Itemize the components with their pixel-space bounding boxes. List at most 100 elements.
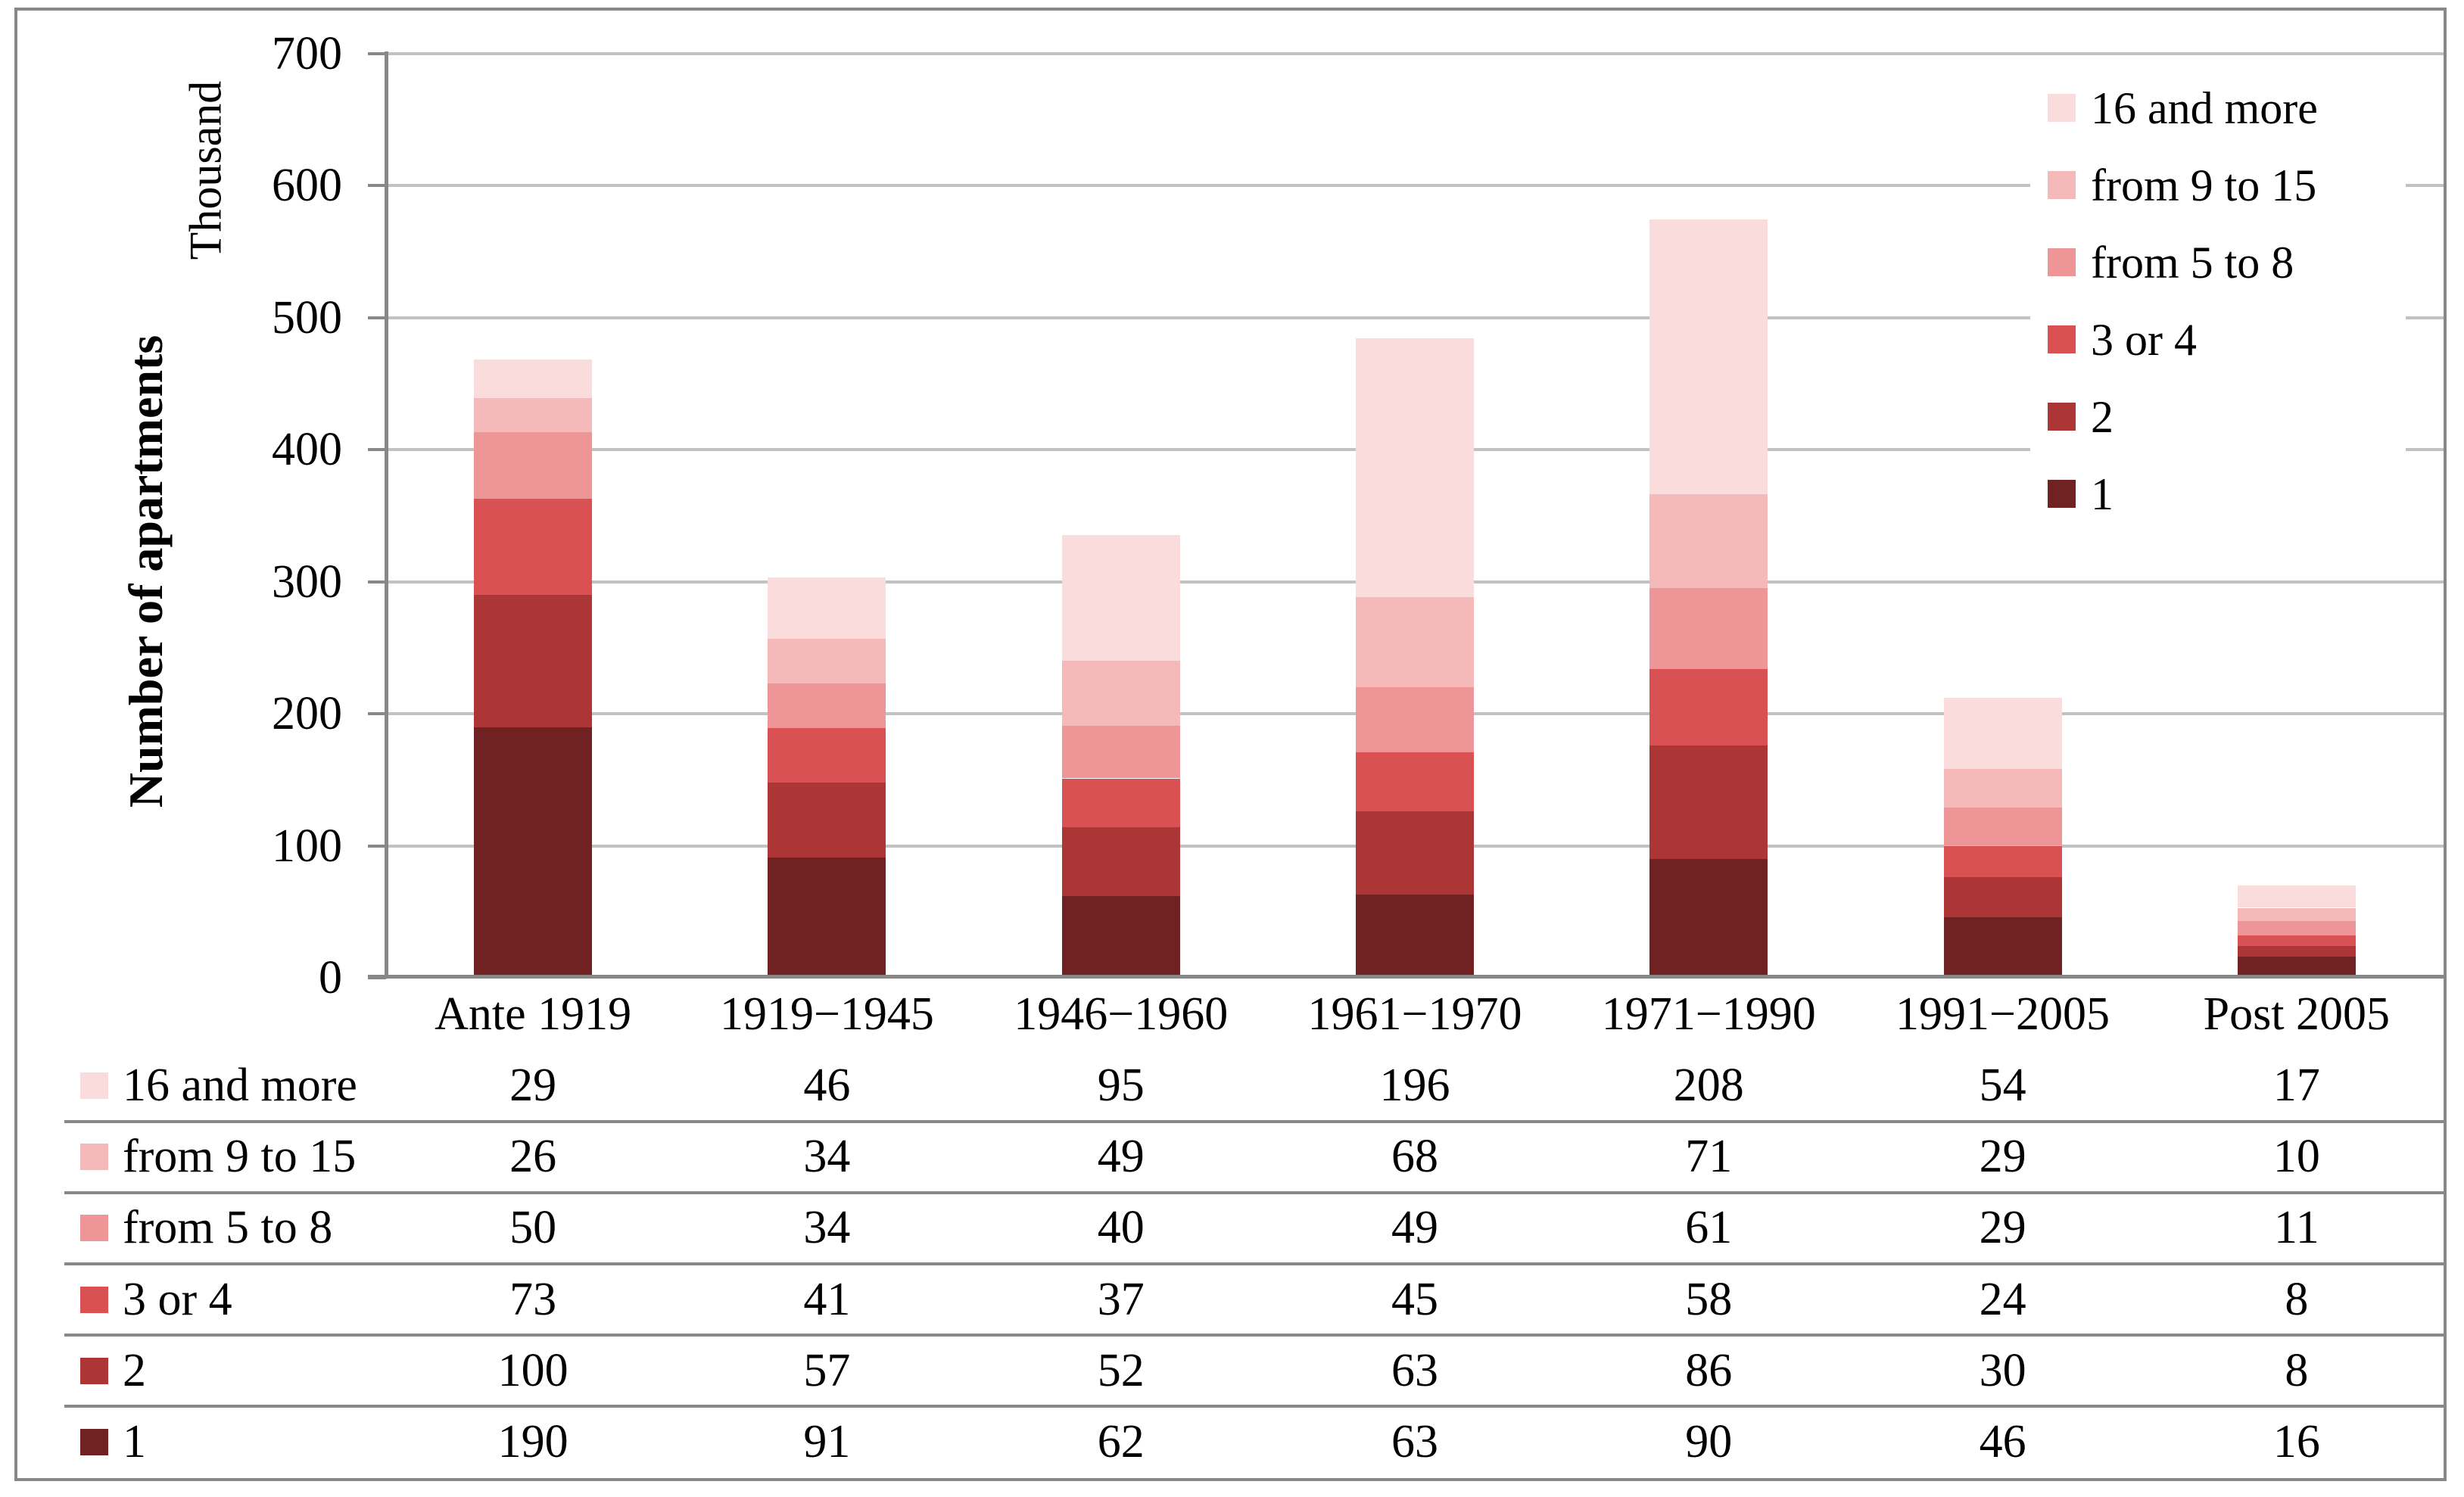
bar-segment [1649,494,1768,589]
bar-segment [768,728,886,783]
table-cell: 26 [509,1131,557,1183]
bar-segment [768,857,886,978]
table-separator [64,1405,2444,1408]
y-tick-label: 600 [272,160,342,211]
table-cell: 34 [803,1202,851,1254]
bar-segment [1649,219,1768,495]
table-cell: 61 [1685,1202,1733,1254]
table-row-key-swatch [80,1286,108,1313]
table-cell: 196 [1379,1060,1450,1111]
table-cell: 100 [497,1344,568,1396]
chart-border [14,8,2447,1481]
legend-swatch [2048,94,2076,122]
y-tick-label: 500 [272,291,342,344]
table-cell: 16 [2272,1416,2320,1467]
bar-segment [474,498,593,595]
table-cell: 52 [1097,1344,1145,1396]
legend-label: 2 [2091,392,2114,442]
legend-swatch [2048,480,2076,508]
table-cell: 63 [1391,1416,1438,1467]
x-axis-line [368,975,2444,979]
table-separator [64,1120,2444,1123]
gridline [386,184,2444,187]
table-cell: 45 [1391,1273,1438,1325]
bar-segment [1356,811,1474,895]
bar-segment [1943,917,2062,978]
table-cell: 29 [1979,1131,2026,1183]
bar-segment [2237,946,2356,957]
table-row-key-label: 1 [123,1416,146,1467]
y-axis-tick [368,712,386,715]
table-cell: 41 [803,1273,851,1325]
bar-segment [1943,698,2062,770]
legend-label: 3 or 4 [2091,315,2197,365]
table-cell: 30 [1979,1344,2026,1396]
bar-segment [474,397,593,433]
bar-segment [474,432,593,499]
x-axis-label: 1971−1990 [1601,988,1816,1040]
bar-segment [768,683,886,729]
table-cell: 11 [2274,1202,2319,1254]
legend-swatch [2048,325,2076,353]
table-cell: 46 [1979,1416,2026,1467]
bar-segment [2237,957,2356,978]
table-row-key-label: from 9 to 15 [123,1131,357,1183]
y-tick-label: 400 [272,424,342,475]
bar-segment [1649,668,1768,745]
table-row-key-swatch [80,1215,108,1242]
table-cell: 50 [509,1202,557,1254]
bar-segment [1943,769,2062,808]
bar-segment [474,727,593,979]
bar-segment [768,638,886,683]
bar-segment [1061,661,1180,726]
table-cell: 46 [803,1060,851,1111]
gridline [386,316,2444,319]
table-cell: 54 [1979,1060,2026,1111]
bar-segment [1356,687,1474,752]
table-cell: 91 [803,1416,851,1467]
table-cell: 29 [1979,1202,2026,1254]
table-cell: 10 [2272,1131,2320,1183]
bar-segment [1649,859,1768,979]
bar-segment [2237,907,2356,921]
x-axis-label: Ante 1919 [435,988,632,1040]
y-tick-label: 200 [272,688,342,739]
bar-segment [1356,597,1474,688]
bar-segment [1061,827,1180,896]
y-axis-line [385,51,388,979]
table-cell: 73 [509,1273,557,1325]
table-cell: 68 [1391,1131,1438,1183]
y-axis-tick [368,51,386,55]
table-cell: 34 [803,1131,851,1183]
legend-swatch [2048,403,2076,431]
bar-segment [1943,807,2062,846]
table-row-key-label: 16 and more [123,1060,357,1111]
bar-segment [768,782,886,858]
table-cell: 58 [1685,1273,1733,1325]
gridline [386,51,2444,55]
table-separator [64,1191,2444,1194]
bar-segment [1061,535,1180,661]
y-tick-label: 300 [272,556,342,608]
table-cell: 17 [2272,1060,2320,1111]
table-cell: 90 [1685,1416,1733,1467]
table-cell: 29 [509,1060,557,1111]
table-cell: 49 [1391,1202,1438,1254]
table-cell: 95 [1097,1060,1145,1111]
table-separator [64,1262,2444,1265]
x-axis-label: 1991−2005 [1896,988,2110,1040]
table-row-key-swatch [80,1429,108,1455]
table-cell: 63 [1391,1344,1438,1396]
table-cell: 8 [2285,1273,2309,1325]
table-row-key-swatch [80,1357,108,1384]
y-axis-tick [368,316,386,319]
table-row-key-swatch [80,1072,108,1099]
table-cell: 49 [1097,1131,1145,1183]
y-axis-tick [368,844,386,848]
table-cell: 86 [1685,1344,1733,1396]
bar-segment [1943,877,2062,917]
bar-segment [768,577,886,639]
bar-segment [1061,725,1180,779]
bar-segment [2237,935,2356,947]
